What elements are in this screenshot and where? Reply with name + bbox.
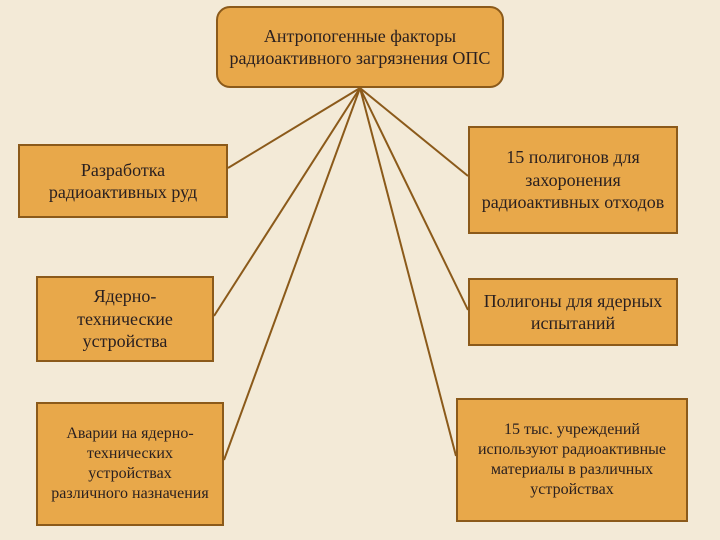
- root-label: Антропогенные факторы радиоактивного заг…: [228, 25, 492, 70]
- child-label: Разработка радиоактивных руд: [30, 159, 216, 204]
- child-label: 15 тыс. учреждений используют радиоактив…: [468, 420, 676, 500]
- edge-4: [360, 88, 468, 310]
- child-node-left1: Разработка радиоактивных руд: [18, 144, 228, 218]
- child-node-right2: Полигоны для ядерных испытаний: [468, 278, 678, 346]
- edge-3: [360, 88, 468, 176]
- diagram-canvas: Антропогенные факторы радиоактивного заг…: [0, 0, 720, 540]
- child-node-left3: Аварии на ядерно-технических устройствах…: [36, 402, 224, 526]
- child-label: Полигоны для ядерных испытаний: [480, 290, 666, 335]
- child-node-left2: Ядерно-технические устройства: [36, 276, 214, 362]
- edge-5: [360, 88, 456, 456]
- edge-2: [224, 88, 360, 460]
- edge-0: [228, 88, 360, 168]
- child-node-right1: 15 полигонов для захоронения радиоактивн…: [468, 126, 678, 234]
- child-node-right3: 15 тыс. учреждений используют радиоактив…: [456, 398, 688, 522]
- child-label: 15 полигонов для захоронения радиоактивн…: [480, 146, 666, 214]
- edge-1: [214, 88, 360, 316]
- child-label: Ядерно-технические устройства: [48, 285, 202, 353]
- root-node: Антропогенные факторы радиоактивного заг…: [216, 6, 504, 88]
- child-label: Аварии на ядерно-технических устройствах…: [48, 424, 212, 504]
